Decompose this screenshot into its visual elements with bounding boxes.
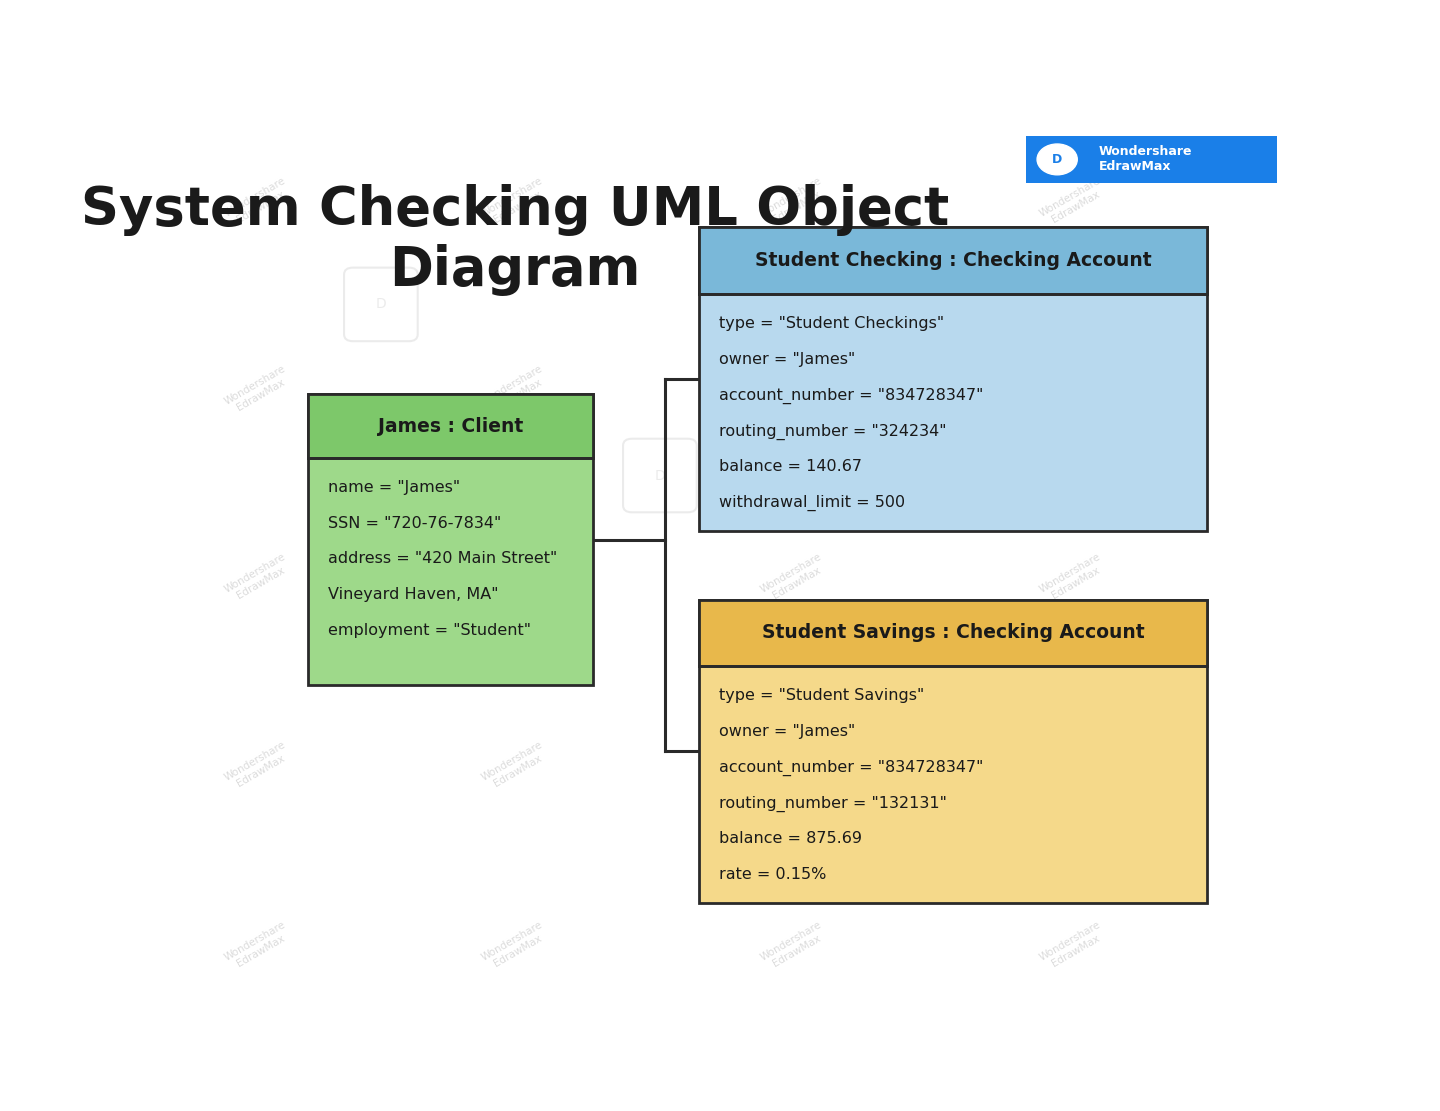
- Text: Wondershare
EdrawMax: Wondershare EdrawMax: [223, 551, 294, 604]
- Text: Vineyard Haven, MA": Vineyard Haven, MA": [328, 588, 498, 602]
- Text: Wondershare
EdrawMax: Wondershare EdrawMax: [223, 363, 294, 417]
- Text: Wondershare
EdrawMax: Wondershare EdrawMax: [480, 363, 550, 417]
- Text: name = "James": name = "James": [328, 480, 461, 494]
- Text: Wondershare
EdrawMax: Wondershare EdrawMax: [759, 920, 829, 972]
- Text: Wondershare
EdrawMax: Wondershare EdrawMax: [1038, 920, 1107, 972]
- Text: type = "Student Savings": type = "Student Savings": [719, 688, 924, 703]
- Text: balance = 140.67: balance = 140.67: [719, 459, 863, 474]
- Text: Student Savings : Checking Account: Student Savings : Checking Account: [762, 623, 1145, 642]
- Text: owner = "James": owner = "James": [719, 351, 855, 367]
- Text: Wondershare
EdrawMax: Wondershare EdrawMax: [1038, 363, 1107, 417]
- FancyBboxPatch shape: [308, 394, 593, 458]
- FancyBboxPatch shape: [698, 228, 1207, 294]
- Text: D: D: [376, 298, 386, 311]
- Text: type = "Student Checkings": type = "Student Checkings": [719, 316, 945, 331]
- Text: Wondershare
EdrawMax: Wondershare EdrawMax: [480, 920, 550, 972]
- Text: D: D: [1053, 153, 1063, 166]
- Text: Wondershare
EdrawMax: Wondershare EdrawMax: [1038, 176, 1107, 229]
- Text: Wondershare
EdrawMax: Wondershare EdrawMax: [223, 740, 294, 793]
- Text: Student Checking : Checking Account: Student Checking : Checking Account: [755, 251, 1151, 270]
- Text: System Checking UML Object
Diagram: System Checking UML Object Diagram: [81, 184, 949, 297]
- Text: Wondershare
EdrawMax: Wondershare EdrawMax: [223, 176, 294, 229]
- Text: account_number = "834728347": account_number = "834728347": [719, 388, 984, 403]
- Circle shape: [1037, 144, 1077, 174]
- FancyBboxPatch shape: [698, 600, 1207, 903]
- FancyBboxPatch shape: [698, 228, 1207, 531]
- Text: D: D: [933, 298, 945, 311]
- Text: James : Client: James : Client: [379, 417, 523, 436]
- Text: Wondershare
EdrawMax: Wondershare EdrawMax: [759, 363, 829, 417]
- Text: withdrawal_limit = 500: withdrawal_limit = 500: [719, 496, 906, 511]
- Text: Wondershare
EdrawMax: Wondershare EdrawMax: [480, 551, 550, 604]
- Text: Wondershare
EdrawMax: Wondershare EdrawMax: [759, 551, 829, 604]
- Text: Wondershare
EdrawMax: Wondershare EdrawMax: [1038, 740, 1107, 793]
- FancyBboxPatch shape: [1025, 136, 1277, 183]
- Text: rate = 0.15%: rate = 0.15%: [719, 868, 827, 882]
- Text: Wondershare
EdrawMax: Wondershare EdrawMax: [480, 176, 550, 229]
- Text: account_number = "834728347": account_number = "834728347": [719, 760, 984, 775]
- Text: routing_number = "132131": routing_number = "132131": [719, 795, 948, 812]
- Text: employment = "Student": employment = "Student": [328, 623, 531, 639]
- Text: Wondershare
EdrawMax: Wondershare EdrawMax: [1038, 551, 1107, 604]
- Text: owner = "James": owner = "James": [719, 723, 855, 739]
- Text: D: D: [933, 657, 945, 671]
- FancyBboxPatch shape: [308, 394, 593, 685]
- Text: D: D: [655, 469, 665, 482]
- Text: Wondershare
EdrawMax: Wondershare EdrawMax: [1099, 146, 1192, 173]
- Text: SSN = "720-76-7834": SSN = "720-76-7834": [328, 516, 501, 531]
- Text: Wondershare
EdrawMax: Wondershare EdrawMax: [759, 740, 829, 793]
- FancyBboxPatch shape: [698, 600, 1207, 667]
- Text: routing_number = "324234": routing_number = "324234": [719, 423, 946, 440]
- Text: Wondershare
EdrawMax: Wondershare EdrawMax: [480, 740, 550, 793]
- Text: balance = 875.69: balance = 875.69: [719, 831, 863, 847]
- Text: address = "420 Main Street": address = "420 Main Street": [328, 551, 557, 567]
- Text: Wondershare
EdrawMax: Wondershare EdrawMax: [223, 920, 294, 972]
- Text: Wondershare
EdrawMax: Wondershare EdrawMax: [759, 176, 829, 229]
